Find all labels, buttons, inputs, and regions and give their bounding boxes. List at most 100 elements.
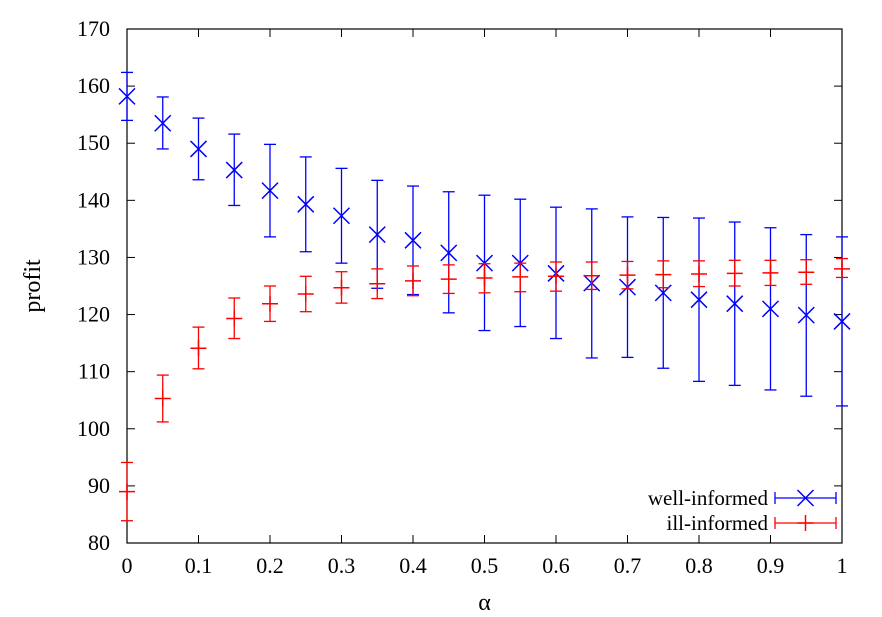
well-informed-marker — [690, 291, 708, 309]
y-axis-label: profit — [20, 259, 46, 313]
x-tick-label: 0.7 — [614, 553, 642, 578]
legend-well-informed-marker — [796, 489, 815, 507]
series-well-informed — [118, 71, 851, 407]
data-point-ill-informed — [297, 275, 314, 313]
ill-informed-marker — [226, 310, 243, 327]
x-tick-label: 0.5 — [471, 553, 499, 578]
well-informed-marker — [440, 244, 458, 262]
y-tick-label: 130 — [77, 244, 110, 269]
x-tick-label: 0.1 — [185, 553, 213, 578]
x-tick-label: 0.3 — [328, 553, 356, 578]
data-point-ill-informed — [226, 297, 243, 340]
legend-ill-informed-marker — [797, 515, 814, 531]
data-point-ill-informed — [548, 261, 564, 292]
well-informed-marker — [761, 300, 780, 318]
data-point-well-informed — [726, 221, 744, 387]
data-point-ill-informed — [726, 259, 743, 287]
data-point-well-informed — [189, 117, 208, 181]
data-point-well-informed — [154, 96, 172, 150]
ill-informed-marker — [655, 266, 672, 283]
ill-informed-marker — [798, 264, 815, 281]
ill-informed-marker — [476, 270, 493, 287]
well-informed-marker — [118, 87, 136, 105]
x-tick-label: 1 — [837, 553, 848, 578]
y-tick-label: 100 — [77, 416, 110, 441]
data-point-well-informed — [225, 133, 243, 207]
data-point-well-informed — [297, 156, 315, 253]
ill-informed-marker — [154, 390, 171, 407]
data-point-ill-informed — [583, 261, 600, 291]
data-point-ill-informed — [369, 268, 386, 300]
well-informed-marker — [297, 195, 315, 213]
data-point-well-informed — [332, 167, 351, 264]
data-point-well-informed — [475, 194, 494, 332]
data-point-ill-informed — [154, 374, 171, 423]
ill-informed-marker — [583, 267, 600, 284]
x-tick-label: 0.4 — [399, 553, 427, 578]
ill-informed-marker — [834, 260, 850, 277]
ill-informed-marker — [369, 275, 386, 292]
y-tick-label: 160 — [77, 73, 110, 98]
well-informed-marker — [726, 295, 744, 313]
ill-informed-marker — [548, 268, 564, 285]
x-tick-label: 0.8 — [685, 553, 713, 578]
data-point-well-informed — [118, 71, 136, 122]
well-informed-marker — [797, 306, 815, 324]
data-point-well-informed — [654, 216, 672, 369]
series-ill-informed — [119, 257, 850, 522]
well-informed-marker — [154, 114, 172, 132]
well-informed-marker — [404, 231, 422, 249]
data-point-ill-informed — [333, 271, 350, 304]
data-point-ill-informed — [834, 257, 850, 279]
ill-informed-marker — [726, 265, 743, 282]
x-tick-label: 0.2 — [256, 553, 284, 578]
data-point-well-informed — [261, 143, 279, 238]
ill-informed-marker — [691, 266, 707, 283]
legend-label: well-informed — [648, 486, 769, 510]
y-tick-label: 120 — [77, 302, 110, 327]
y-tick-label: 90 — [88, 473, 110, 498]
legend-label: ill-informed — [667, 511, 769, 535]
ill-informed-marker — [619, 267, 636, 284]
data-point-ill-informed — [619, 260, 636, 290]
axis-ticks: 0 0.1 0.2 0.3 0.4 0.5 0.6 0.7 0.8 0.9 1 80 90 100 110 1… — [77, 16, 848, 578]
data-point-ill-informed — [262, 285, 278, 323]
data-point-ill-informed — [440, 264, 457, 295]
data-marks — [118, 71, 851, 522]
y-tick-label: 110 — [78, 359, 110, 384]
y-tick-label: 150 — [77, 130, 110, 155]
well-informed-marker — [225, 161, 243, 179]
y-tick-label: 170 — [77, 16, 110, 41]
x-tick-label: 0.6 — [542, 553, 570, 578]
x-axis-label: α — [478, 590, 491, 616]
data-point-well-informed — [690, 217, 708, 383]
legend-item-ill-informed: ill-informed — [667, 511, 837, 535]
ill-informed-marker — [512, 268, 529, 285]
ill-informed-marker — [405, 272, 421, 289]
ill-informed-marker — [297, 285, 314, 302]
well-informed-marker — [833, 312, 851, 330]
ill-informed-marker — [190, 340, 207, 357]
legend-item-well-informed: well-informed — [648, 486, 837, 510]
data-point-ill-informed — [691, 260, 707, 288]
data-point-ill-informed — [655, 260, 672, 289]
x-tick-label: 0.9 — [757, 553, 785, 578]
well-informed-marker — [332, 207, 351, 225]
data-point-well-informed — [761, 227, 780, 391]
ill-informed-marker — [262, 295, 278, 312]
data-point-ill-informed — [119, 461, 135, 522]
data-point-well-informed — [797, 233, 815, 397]
ill-informed-marker — [119, 483, 135, 500]
y-tick-label: 140 — [77, 187, 110, 212]
ill-informed-marker — [333, 279, 350, 296]
well-informed-marker — [189, 140, 208, 158]
ill-informed-marker — [762, 264, 779, 281]
data-point-ill-informed — [476, 263, 493, 294]
data-point-ill-informed — [405, 265, 421, 297]
well-informed-marker — [261, 182, 279, 200]
data-point-ill-informed — [512, 262, 529, 293]
data-point-ill-informed — [798, 259, 815, 285]
well-informed-marker — [368, 226, 386, 244]
